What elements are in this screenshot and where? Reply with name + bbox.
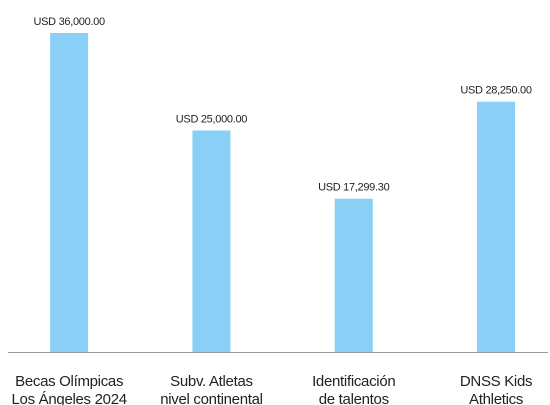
bar	[334, 198, 373, 352]
value-label: USD 17,299.30	[318, 182, 389, 194]
value-label: USD 28,250.00	[460, 85, 531, 97]
x-tick-label: Becas Olímpicas	[15, 373, 123, 390]
value-label: USD 25,000.00	[176, 113, 247, 125]
x-tick-label: de talentos	[319, 391, 389, 405]
value-label: USD 36,000.00	[33, 16, 104, 28]
bar	[192, 130, 231, 352]
bar	[477, 101, 516, 352]
x-tick-label: nivel continental	[160, 391, 262, 405]
x-tick-label: Identificación	[312, 373, 395, 390]
x-tick-label: Subv. Atletas	[170, 373, 253, 390]
x-tick-label: Athletics	[469, 391, 523, 405]
bar	[50, 33, 89, 352]
x-tick-label: DNSS Kids	[460, 373, 532, 390]
x-tick-label: Los Ángeles 2024	[12, 391, 127, 405]
